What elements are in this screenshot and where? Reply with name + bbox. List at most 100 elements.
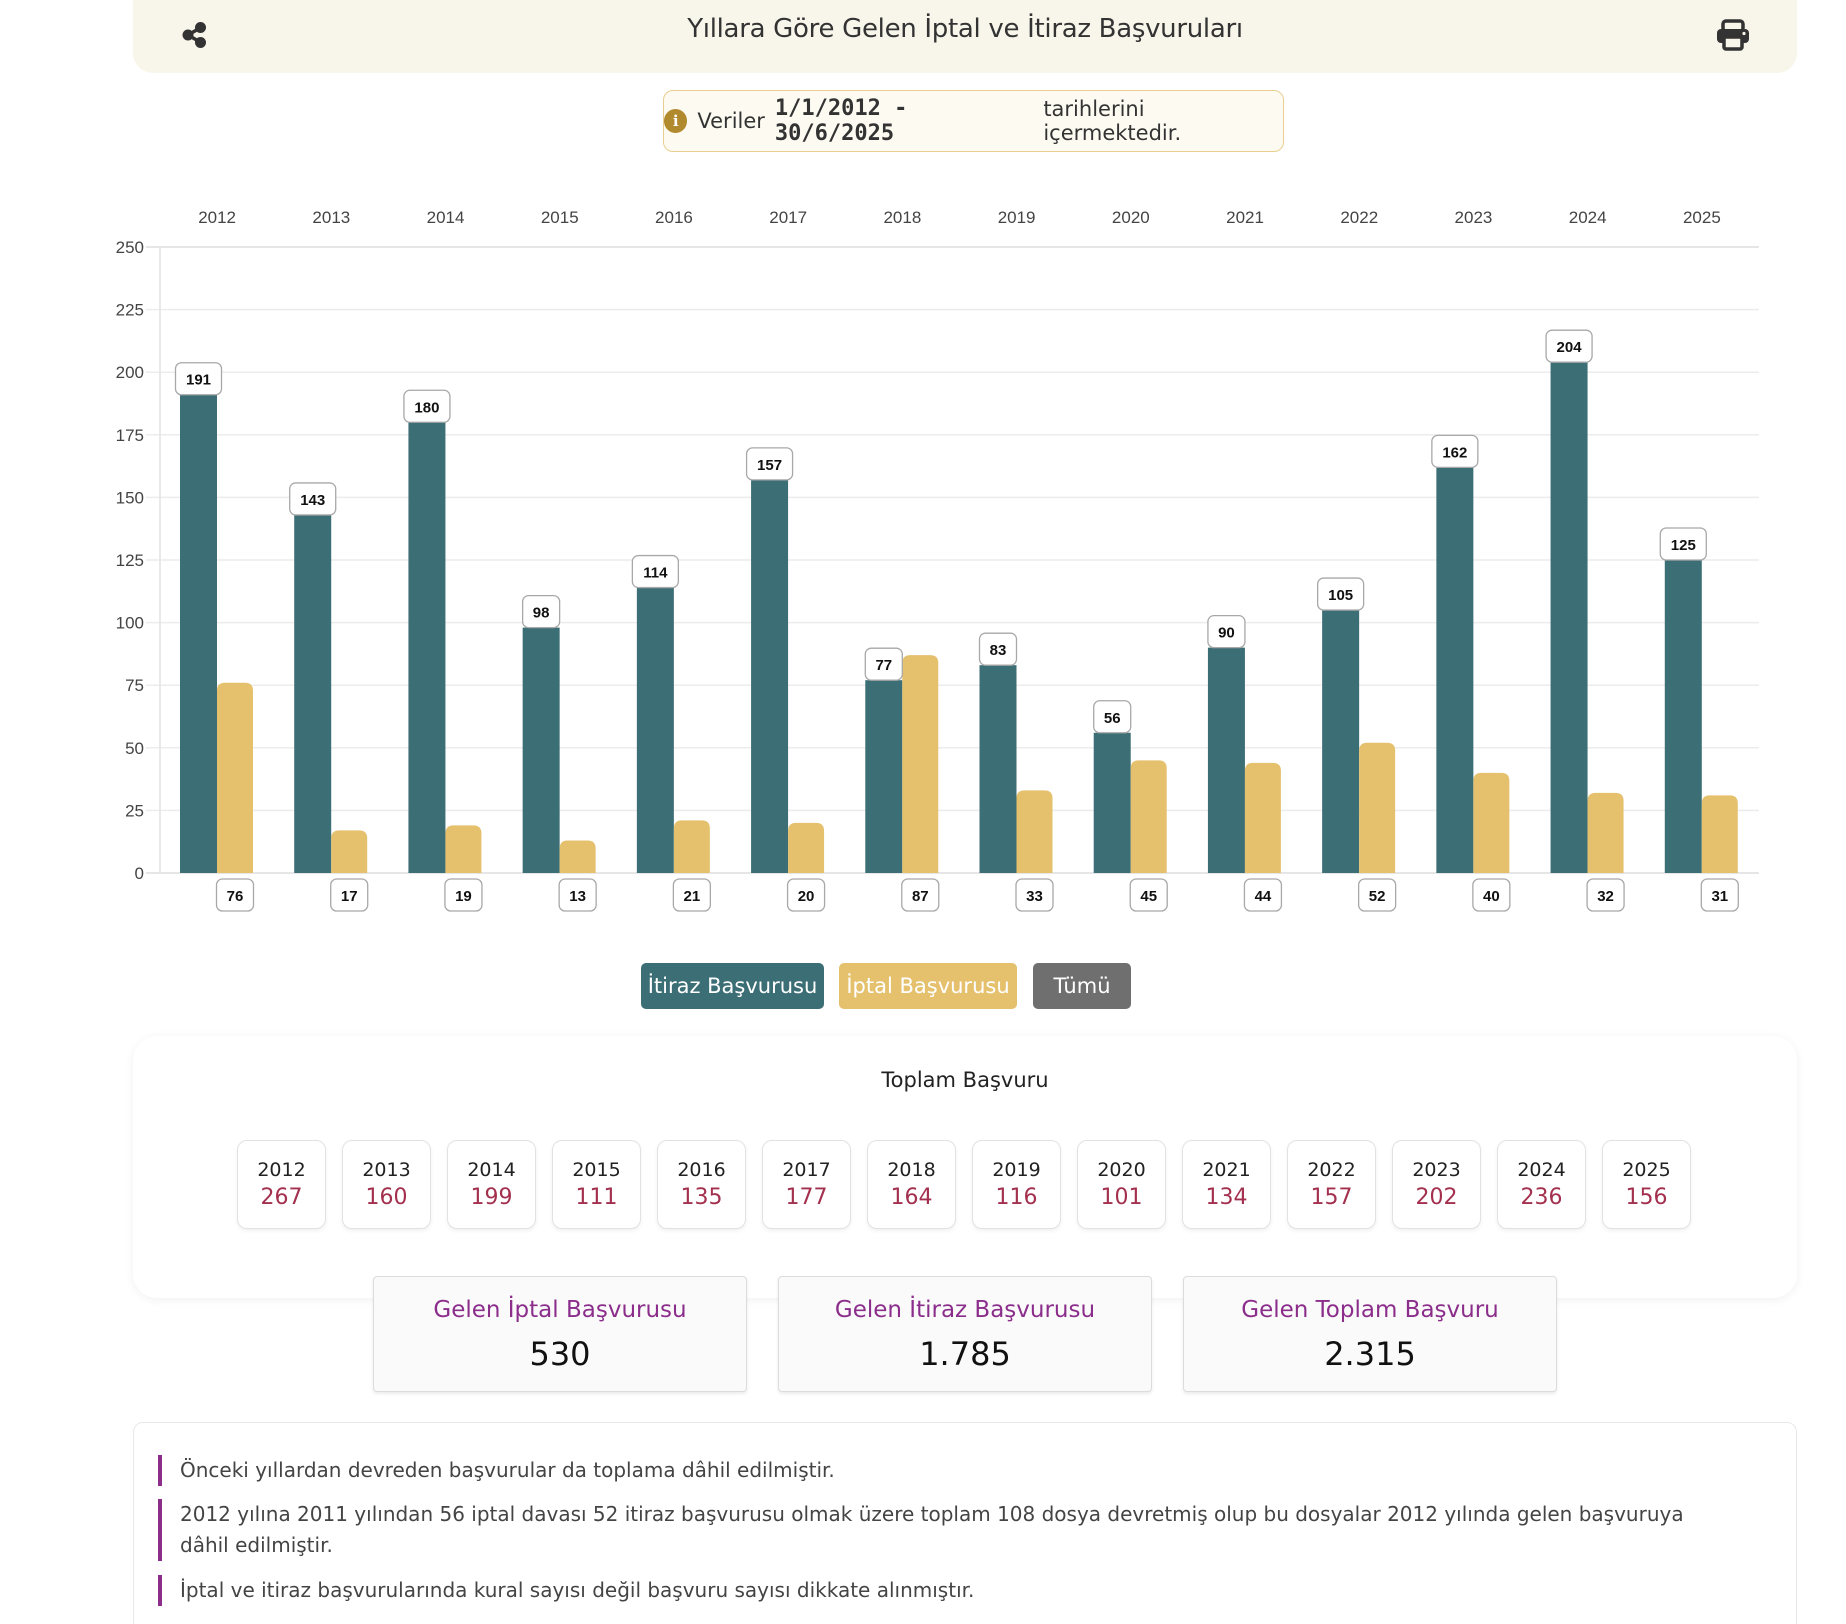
year-total-year: 2020 (1097, 1159, 1146, 1181)
share-button[interactable] (175, 15, 215, 55)
x-tick-label: 2014 (427, 208, 465, 227)
data-label-box-itiraz (174, 362, 223, 396)
year-total-value: 157 (1310, 1185, 1353, 1210)
legend-all-button[interactable]: Tümü (1033, 963, 1131, 1009)
banner-prefix: Veriler (697, 109, 765, 133)
x-tick-label: 2024 (1569, 208, 1607, 227)
x-tick-label: 2019 (998, 208, 1036, 227)
data-label-box-iptal (444, 878, 483, 912)
year-total-year: 2017 (782, 1159, 831, 1181)
summary-value: 530 (529, 1335, 591, 1373)
year-total-year: 2015 (572, 1159, 621, 1181)
bar-iptal (1130, 760, 1167, 873)
data-label-itiraz: 56 (1104, 710, 1121, 727)
year-total-year: 2022 (1307, 1159, 1356, 1181)
data-label-iptal: 32 (1597, 888, 1614, 905)
bar-itiraz (636, 587, 674, 873)
data-label-iptal: 45 (1140, 888, 1157, 905)
data-label-iptal: 19 (455, 888, 472, 905)
data-label-box-iptal (1700, 878, 1739, 912)
data-label-itiraz: 162 (1442, 444, 1467, 461)
year-total-box: 2024 236 (1497, 1140, 1586, 1229)
bar-iptal (217, 682, 253, 873)
bar-itiraz (408, 422, 446, 873)
data-label-iptal: 87 (912, 888, 929, 905)
year-total-year: 2014 (467, 1159, 516, 1181)
summary-value: 2.315 (1324, 1335, 1416, 1373)
year-total-year: 2013 (362, 1159, 411, 1181)
bar-itiraz (865, 680, 903, 873)
data-label-box-itiraz (1545, 329, 1593, 363)
data-label-box-itiraz (1316, 577, 1365, 611)
bar-itiraz (1436, 467, 1474, 873)
data-label-itiraz: 204 (1557, 339, 1583, 356)
data-label-itiraz: 83 (990, 642, 1007, 659)
data-label-box-iptal (1015, 878, 1054, 912)
year-total-year: 2024 (1517, 1159, 1566, 1181)
bar-itiraz (294, 514, 332, 873)
bar-iptal (1701, 795, 1738, 873)
data-label-iptal: 21 (684, 888, 701, 905)
note-item: 2012 yılına 2011 yılından 56 iptal davas… (158, 1499, 1738, 1561)
year-total-year: 2012 (257, 1159, 306, 1181)
note-item: Önceki yıllardan devreden başvurular da … (158, 1455, 1738, 1486)
share-icon (182, 22, 206, 48)
data-label-box-iptal (1586, 878, 1625, 912)
year-total-year: 2018 (887, 1159, 936, 1181)
x-tick-label: 2018 (883, 208, 921, 227)
data-label-box-iptal (1243, 878, 1283, 912)
bar-iptal (445, 825, 482, 873)
bar-iptal (1587, 792, 1624, 873)
x-tick-label: 2020 (1112, 208, 1150, 227)
data-label-box-iptal (901, 878, 940, 912)
data-label-box-itiraz (289, 482, 337, 516)
bar-iptal (788, 822, 825, 873)
data-label-itiraz: 157 (757, 457, 782, 474)
year-total-value: 177 (785, 1185, 828, 1210)
bar-iptal (1359, 742, 1396, 873)
data-label-iptal: 20 (798, 888, 815, 905)
bar-itiraz (1322, 610, 1360, 873)
y-tick-label: 250 (116, 238, 144, 257)
y-tick-label: 150 (116, 488, 144, 507)
year-total-box: 2014 199 (447, 1140, 536, 1229)
banner-suffix: tarihlerini içermektedir. (1043, 97, 1182, 145)
summary-label: Gelen İptal Başvurusu (433, 1297, 687, 1323)
print-button[interactable] (1713, 15, 1753, 55)
year-total-box: 2013 160 (342, 1140, 431, 1229)
legend-itiraz-button[interactable]: İtiraz Başvurusu (641, 963, 824, 1009)
bar-itiraz (979, 665, 1017, 873)
data-label-iptal: 17 (341, 888, 358, 905)
x-tick-label: 2013 (312, 208, 350, 227)
year-total-value: 116 (995, 1185, 1038, 1210)
year-total-year: 2021 (1202, 1159, 1251, 1181)
banner-date-range: 1/1/2012 - 30/6/2025 (774, 96, 908, 146)
x-tick-label: 2021 (1226, 208, 1264, 227)
year-total-box: 2017 177 (762, 1140, 851, 1229)
y-tick-label: 200 (116, 363, 144, 382)
data-label-box-itiraz (1431, 434, 1479, 469)
bar-iptal (559, 840, 596, 873)
bar-itiraz (1207, 647, 1245, 873)
year-total-year: 2019 (992, 1159, 1041, 1181)
data-label-iptal: 13 (569, 888, 586, 905)
bar-iptal (1244, 762, 1281, 873)
year-total-value: 267 (260, 1185, 303, 1210)
year-totals-list: 2012 267 2013 160 2014 199 2015 111 2016 135 2017 1… (237, 1140, 1691, 1229)
year-total-box: 2022 157 (1287, 1140, 1376, 1229)
year-total-value: 101 (1100, 1185, 1143, 1210)
data-label-itiraz: 143 (300, 492, 325, 509)
year-total-box: 2015 111 (552, 1140, 641, 1229)
y-tick-label: 100 (116, 614, 144, 633)
year-total-value: 134 (1205, 1185, 1248, 1210)
note-item: İptal ve itiraz başvurularında kural say… (158, 1575, 1738, 1606)
summary-total-card: Gelen Toplam Başvuru 2.315 (1183, 1276, 1557, 1392)
page-header: Yıllara Göre Gelen İptal ve İtiraz Başvu… (133, 0, 1797, 73)
bar-iptal (1473, 772, 1510, 873)
data-label-box-iptal (558, 878, 597, 912)
year-total-box: 2020 101 (1077, 1140, 1166, 1229)
bar-itiraz (522, 627, 560, 873)
bar-iptal (902, 655, 939, 873)
year-total-value: 156 (1625, 1185, 1668, 1210)
legend-iptal-button[interactable]: İptal Başvurusu (839, 963, 1017, 1009)
